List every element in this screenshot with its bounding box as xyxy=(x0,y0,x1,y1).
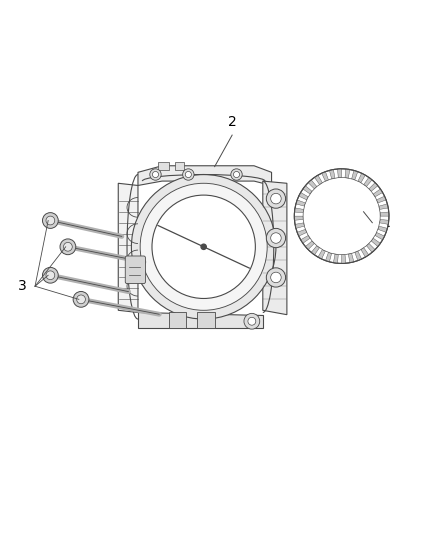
Circle shape xyxy=(294,169,389,263)
Polygon shape xyxy=(294,216,303,220)
Bar xyxy=(175,162,184,170)
Polygon shape xyxy=(378,226,387,232)
Polygon shape xyxy=(118,183,138,312)
Circle shape xyxy=(248,317,256,325)
Polygon shape xyxy=(355,251,362,261)
Circle shape xyxy=(271,233,281,243)
Polygon shape xyxy=(369,183,378,191)
Circle shape xyxy=(183,169,194,180)
Circle shape xyxy=(244,313,260,329)
Polygon shape xyxy=(321,172,328,181)
Circle shape xyxy=(73,292,89,307)
Polygon shape xyxy=(373,189,383,197)
Circle shape xyxy=(140,183,267,310)
Polygon shape xyxy=(325,252,332,262)
Polygon shape xyxy=(318,249,325,259)
Polygon shape xyxy=(361,248,369,257)
Polygon shape xyxy=(138,166,272,185)
Polygon shape xyxy=(299,192,308,200)
Polygon shape xyxy=(367,244,375,252)
Polygon shape xyxy=(305,241,314,249)
Polygon shape xyxy=(297,229,307,236)
Polygon shape xyxy=(352,171,358,180)
Circle shape xyxy=(233,172,240,177)
Circle shape xyxy=(46,216,55,225)
Polygon shape xyxy=(300,236,310,243)
Polygon shape xyxy=(338,169,342,177)
Circle shape xyxy=(77,295,85,304)
Circle shape xyxy=(266,229,286,248)
Polygon shape xyxy=(303,185,312,194)
Circle shape xyxy=(271,193,281,204)
Polygon shape xyxy=(333,254,338,263)
Polygon shape xyxy=(263,181,287,314)
Circle shape xyxy=(46,271,55,280)
Polygon shape xyxy=(377,196,386,203)
Polygon shape xyxy=(371,238,380,247)
Polygon shape xyxy=(314,175,322,184)
Bar xyxy=(197,312,215,328)
Polygon shape xyxy=(295,223,304,228)
Polygon shape xyxy=(380,212,389,216)
Polygon shape xyxy=(375,232,385,240)
Text: 1: 1 xyxy=(381,216,390,230)
Polygon shape xyxy=(345,169,350,178)
Polygon shape xyxy=(342,255,346,263)
FancyBboxPatch shape xyxy=(125,256,145,284)
Circle shape xyxy=(231,169,242,180)
Circle shape xyxy=(131,174,276,319)
Circle shape xyxy=(42,213,58,229)
Circle shape xyxy=(201,244,206,249)
Polygon shape xyxy=(358,173,365,183)
Polygon shape xyxy=(380,220,389,224)
Circle shape xyxy=(152,172,159,177)
Circle shape xyxy=(150,169,161,180)
Circle shape xyxy=(60,239,76,255)
Circle shape xyxy=(42,268,58,283)
Circle shape xyxy=(266,268,286,287)
Polygon shape xyxy=(138,312,263,328)
Text: 3: 3 xyxy=(18,279,26,293)
Polygon shape xyxy=(348,253,354,263)
Polygon shape xyxy=(294,208,304,213)
Circle shape xyxy=(64,243,72,251)
Circle shape xyxy=(303,177,380,255)
Text: 2: 2 xyxy=(228,115,237,128)
Polygon shape xyxy=(329,169,335,179)
Polygon shape xyxy=(364,177,372,187)
Bar xyxy=(169,312,186,328)
Circle shape xyxy=(185,172,191,177)
Bar xyxy=(158,162,169,170)
Polygon shape xyxy=(379,204,388,209)
Circle shape xyxy=(266,189,286,208)
Circle shape xyxy=(152,195,255,298)
Circle shape xyxy=(271,272,281,282)
Polygon shape xyxy=(308,180,317,189)
Polygon shape xyxy=(311,246,320,255)
Polygon shape xyxy=(296,200,305,206)
